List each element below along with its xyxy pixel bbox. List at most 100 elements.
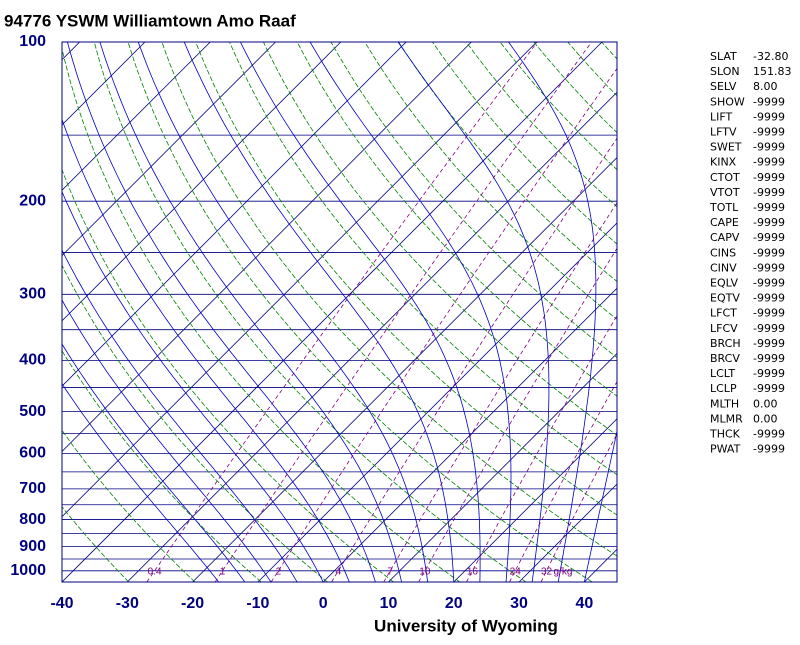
index-name: LCLT xyxy=(710,367,735,380)
dry-adiabat xyxy=(196,42,725,582)
x-tick-label: -40 xyxy=(50,595,73,612)
index-value: -9999 xyxy=(753,367,785,380)
index-name: LCLP xyxy=(710,382,737,395)
index-value: -9999 xyxy=(753,156,785,169)
y-tick-label: 800 xyxy=(19,511,46,528)
x-tick-label: 10 xyxy=(380,595,398,612)
x-tick-label: 20 xyxy=(445,595,463,612)
dry-adiabat xyxy=(0,42,195,582)
index-name: MLTH xyxy=(710,397,739,410)
isotherm xyxy=(0,42,210,582)
isotherm xyxy=(0,42,145,582)
index-value: -9999 xyxy=(753,231,785,244)
mixing-ratio-label: 32 xyxy=(541,566,553,577)
index-value: -9999 xyxy=(753,110,785,123)
plot-frame xyxy=(62,42,617,582)
mixing-ratio-label: 0.4 xyxy=(148,566,162,577)
index-name: LIFT xyxy=(710,110,733,123)
y-tick-label: 100 xyxy=(19,33,46,50)
y-tick-label: 700 xyxy=(19,480,46,497)
dry-adiabat xyxy=(466,42,800,582)
dry-adiabat xyxy=(94,42,526,582)
index-value: -9999 xyxy=(753,428,785,441)
mixing-ratio-line xyxy=(419,42,751,582)
index-value: -9999 xyxy=(753,322,785,335)
dry-adiabat xyxy=(0,42,327,582)
y-tick-label: 500 xyxy=(19,403,46,420)
index-name: EQLV xyxy=(710,277,739,290)
plot-area xyxy=(0,42,800,582)
x-tick-label: 40 xyxy=(575,595,593,612)
x-tick-label: 0 xyxy=(319,595,328,612)
dry-adiabat xyxy=(399,42,800,582)
index-value: -9999 xyxy=(753,307,785,320)
index-name: CAPV xyxy=(710,231,740,244)
index-name: LFTV xyxy=(710,126,737,139)
isotherm xyxy=(0,42,14,582)
y-tick-label: 200 xyxy=(19,192,46,209)
index-value: -9999 xyxy=(753,292,785,305)
x-tick-label: -30 xyxy=(116,595,139,612)
mixing-ratio-label: 10 xyxy=(419,566,431,577)
isotherm xyxy=(193,42,733,582)
dry-adiabat xyxy=(433,42,800,582)
isotherm xyxy=(388,42,800,582)
index-name: CINS xyxy=(710,246,736,259)
moist-adiabat xyxy=(0,42,297,582)
moist-adiabat xyxy=(67,42,375,582)
index-name: SLAT xyxy=(710,50,737,63)
mixing-ratio-line xyxy=(147,42,537,582)
mixing-ratio-line xyxy=(271,42,636,582)
index-name: MLMR xyxy=(710,412,743,425)
index-name: EQTV xyxy=(710,292,740,305)
y-tick-label: 400 xyxy=(19,352,46,369)
mixing-ratio-label: 1 xyxy=(220,566,226,577)
dry-adiabat xyxy=(128,42,592,582)
x-tick-label: -10 xyxy=(246,595,269,612)
index-value: -9999 xyxy=(753,201,785,214)
index-value: 151.83 xyxy=(753,65,792,78)
index-value: -9999 xyxy=(753,216,785,229)
moist-adiabat xyxy=(584,42,654,582)
isotherm xyxy=(454,42,800,582)
index-name: SWET xyxy=(710,141,742,154)
index-value: -9999 xyxy=(753,261,785,274)
dry-adiabat xyxy=(162,42,659,582)
index-name: LFCV xyxy=(710,322,738,335)
mixing-ratio-label: 24 xyxy=(510,566,522,577)
index-value: 0.00 xyxy=(753,397,778,410)
mixing-ratio-label: 7 xyxy=(387,566,393,577)
moist-adiabat xyxy=(509,42,596,582)
x-tick-label: 30 xyxy=(510,595,528,612)
mixing-ratio-line xyxy=(332,42,683,582)
isotherm xyxy=(62,42,602,582)
index-value: -9999 xyxy=(753,246,785,259)
y-tick-label: 900 xyxy=(19,538,46,555)
mixing-ratio-label: 16 xyxy=(467,566,479,577)
index-name: PWAT xyxy=(710,443,741,456)
mixing-ratio-line xyxy=(466,42,787,582)
y-tick-label: 600 xyxy=(19,445,46,462)
index-value: -9999 xyxy=(753,382,785,395)
index-name: LFCT xyxy=(710,307,737,320)
index-name: THCK xyxy=(709,428,741,441)
footer: University of Wyoming xyxy=(374,616,558,635)
index-name: CINV xyxy=(710,261,737,274)
index-value: -9999 xyxy=(753,186,785,199)
mixing-ratio-label: 2 xyxy=(276,566,282,577)
index-value: -9999 xyxy=(753,443,785,456)
index-value: -9999 xyxy=(753,171,785,184)
moist-adiabat xyxy=(0,42,219,582)
index-value: 0.00 xyxy=(753,412,778,425)
moist-adiabat xyxy=(0,42,271,582)
index-value: -9999 xyxy=(753,141,785,154)
index-value: 8.00 xyxy=(753,80,778,93)
index-name: VTOT xyxy=(710,186,740,199)
index-name: KINX xyxy=(710,156,737,169)
isotherm xyxy=(0,42,341,582)
index-value: -9999 xyxy=(753,277,785,290)
index-value: -9999 xyxy=(753,126,785,139)
mixing-ratio-line xyxy=(384,42,724,582)
